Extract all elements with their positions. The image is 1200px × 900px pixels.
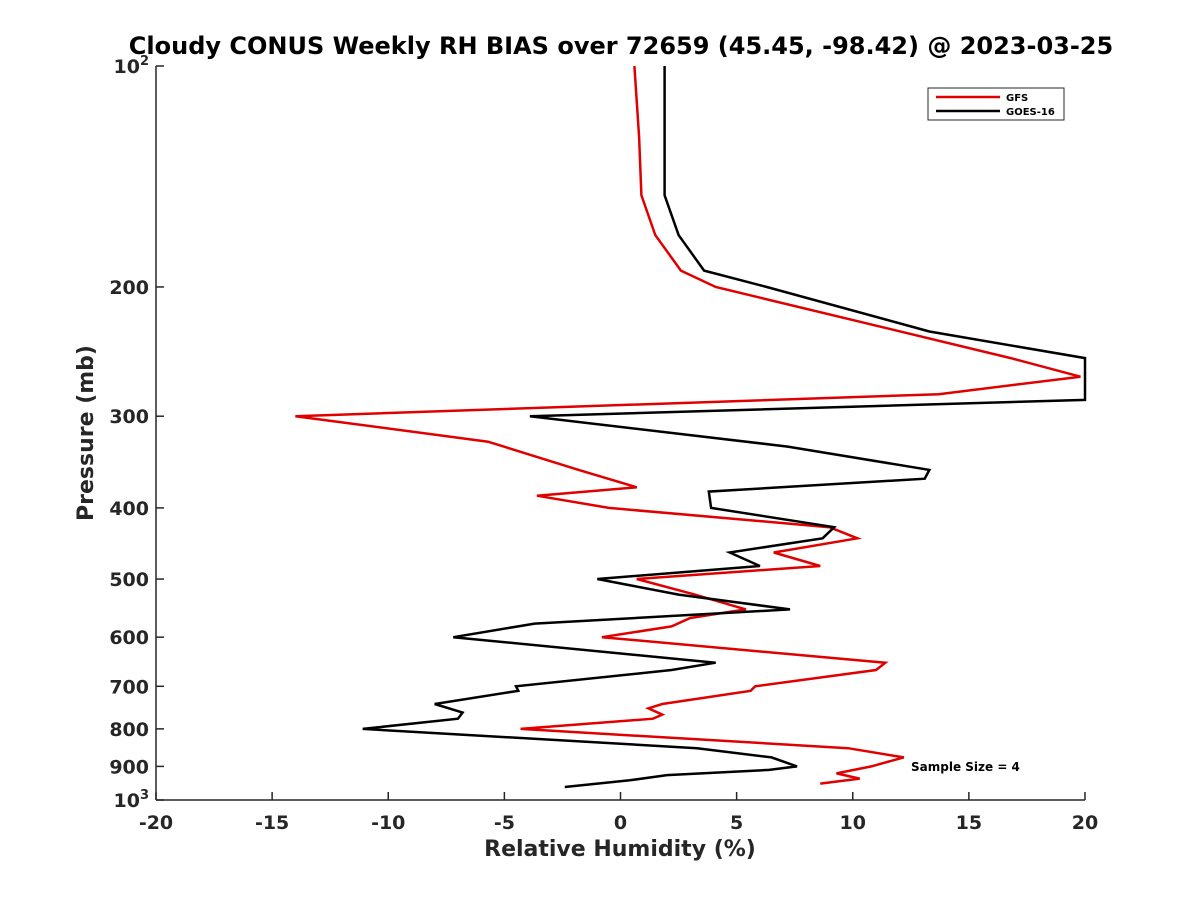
legend-label-goes16: GOES-16 xyxy=(1006,107,1055,118)
x-tick-label: 20 xyxy=(1072,812,1098,834)
legend-box xyxy=(927,87,1065,121)
y-tick-label: 200 xyxy=(109,277,149,299)
axes-background xyxy=(156,66,1085,800)
series-line-goes16 xyxy=(362,66,1087,789)
x-tick-label: -5 xyxy=(494,812,515,834)
plot-area: -20 -15 -10 -5 0 5 10 15 20 102 200 300 400 500 600 70… xyxy=(109,54,1098,834)
y-tick-label: 300 xyxy=(109,406,149,428)
y-tick-label: 500 xyxy=(109,569,149,591)
y-tick-label: 900 xyxy=(109,756,149,778)
legend-label-gfs: GFS xyxy=(1006,93,1028,104)
chart-title: Cloudy CONUS Weekly RH BIAS over 72659 (… xyxy=(129,32,1113,60)
x-tick-label: 0 xyxy=(614,812,627,834)
sample-size-annotation: Sample Size = 4 xyxy=(911,760,1020,774)
y-tick-label: 400 xyxy=(109,498,149,520)
y-tick-label: 800 xyxy=(109,719,149,741)
y-axis-label: Pressure (mb) xyxy=(74,345,99,521)
series-line-gfs xyxy=(295,65,1081,785)
x-tick-label: -10 xyxy=(371,812,405,834)
series-layer xyxy=(295,65,1087,789)
y-tick-label: 700 xyxy=(109,676,149,698)
x-tick-label: -15 xyxy=(255,812,289,834)
y-tick-label: 103 xyxy=(114,788,150,812)
x-tick-label: 5 xyxy=(730,812,743,834)
y-ticks: 102 200 300 400 500 600 700 800 900 103 xyxy=(109,54,164,812)
x-tick-label: 15 xyxy=(956,812,982,834)
x-ticks: -20 -15 -10 -5 0 5 10 15 20 xyxy=(139,792,1098,834)
x-tick-label: 10 xyxy=(840,812,866,834)
x-axis-label: Relative Humidity (%) xyxy=(484,837,756,862)
x-tick-label: -20 xyxy=(139,812,173,834)
y-tick-label: 600 xyxy=(109,627,149,649)
y-tick-label: 102 xyxy=(114,54,150,78)
legend: GFS GOES-16 xyxy=(927,87,1065,121)
